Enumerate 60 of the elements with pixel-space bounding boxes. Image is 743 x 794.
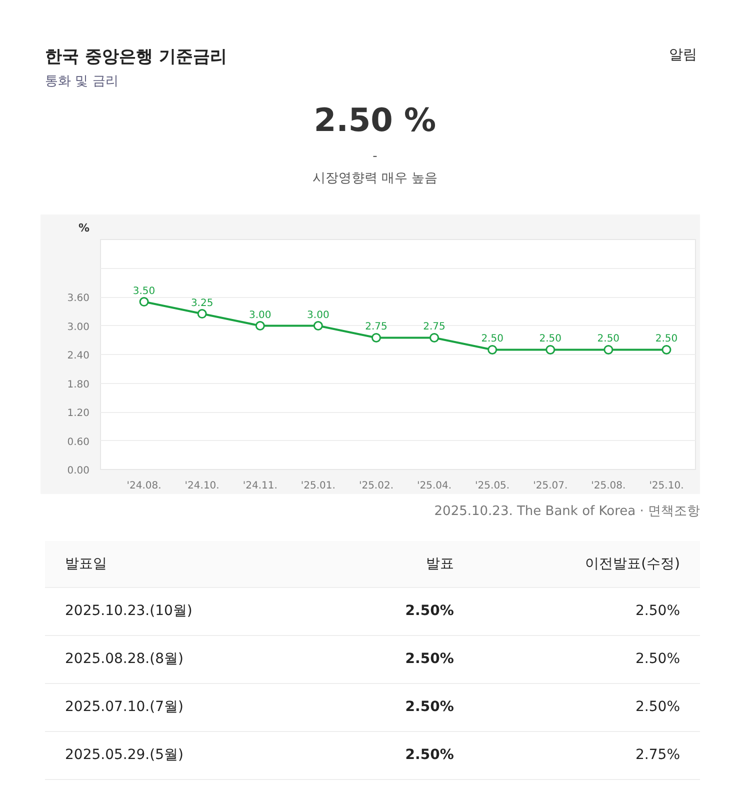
y-tick-label: 3.00 <box>67 322 90 333</box>
data-label: 2.50 <box>597 334 620 345</box>
text: 2025.10.23. The Bank of Korea · 면책조항 <box>433 503 700 521</box>
text: 2025.07.10.(7월) <box>64 698 184 717</box>
text: 알림 <box>669 46 697 65</box>
chart-title: 한국 중앙은행 기준금리 <box>45 47 227 67</box>
chart-subtitle: 통화 및 금리 <box>45 73 120 92</box>
text: 2.50% <box>404 602 455 621</box>
data-label: 2.50 <box>655 334 678 345</box>
text: 2025.08.28.(8월) <box>64 650 184 669</box>
x-tick-label: '25.04. <box>417 480 452 492</box>
point <box>488 344 498 354</box>
x-tick-label: '25.07. <box>533 480 568 492</box>
data-label: 2.50 <box>481 334 504 345</box>
x-tick-label: '24.10. <box>184 480 220 492</box>
data-label: 3.25 <box>190 298 214 309</box>
y-tick-label: 1.20 <box>67 408 90 419</box>
x-tick-label: '24.11. <box>242 480 278 492</box>
text: 2.75% <box>634 746 681 765</box>
text: 이전발표(수정) <box>584 554 681 574</box>
data-label: 2.75 <box>365 322 388 333</box>
point <box>313 321 323 330</box>
point <box>371 332 381 342</box>
text: 2.50% <box>404 698 455 717</box>
text: 시장영향력 매우 높음 <box>311 170 439 188</box>
text: 2025.05.29.(5월) <box>64 746 184 765</box>
text: 2025.10.23.(10월) <box>64 602 194 621</box>
text: 2.50% <box>404 746 455 765</box>
point <box>662 344 672 354</box>
text: 2.50% <box>634 698 681 717</box>
y-axis-title: % <box>78 222 90 234</box>
point <box>139 297 149 307</box>
text: 2.50% <box>634 650 681 669</box>
x-tick-label: '25.01. <box>300 480 336 492</box>
text: - <box>372 148 378 166</box>
point <box>604 344 614 354</box>
y-tick-label: 3.60 <box>67 293 90 304</box>
data-label: 2.75 <box>423 322 446 333</box>
data-label: 3.00 <box>307 310 330 321</box>
data-label: 3.50 <box>132 286 156 297</box>
x-tick-label: '25.05. <box>475 480 510 492</box>
y-tick-label: 0.00 <box>67 466 90 476</box>
y-tick-label: 0.60 <box>67 436 90 448</box>
text: 2.50% <box>634 602 681 621</box>
point <box>546 344 556 354</box>
point <box>430 332 440 342</box>
text: 발표 <box>424 554 455 574</box>
y-tick-label: 2.40 <box>67 350 90 362</box>
point <box>197 309 207 319</box>
x-tick-label: '25.02. <box>358 480 394 492</box>
point <box>255 321 265 330</box>
x-tick-label: '25.10. <box>649 480 684 492</box>
data-label: 3.00 <box>249 310 272 321</box>
text: 2.50% <box>404 650 455 669</box>
x-tick-label: '24.08. <box>126 480 162 492</box>
x-tick-label: '25.08. <box>591 480 626 492</box>
data-label: 2.50 <box>539 334 562 345</box>
text: 2.50 % <box>312 100 438 141</box>
text: 발표일 <box>64 554 108 574</box>
y-tick-label: 1.80 <box>67 379 90 390</box>
